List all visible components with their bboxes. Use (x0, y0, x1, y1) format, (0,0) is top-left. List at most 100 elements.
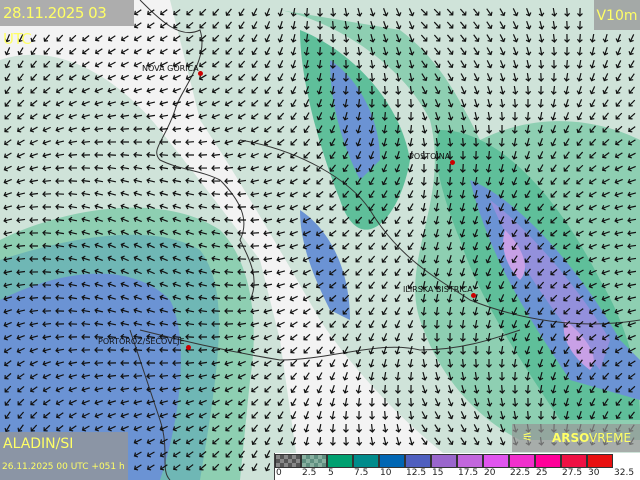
wind-arrow (277, 385, 285, 393)
wind-arrow (355, 216, 363, 224)
wind-arrow (133, 333, 143, 340)
wind-arrow (185, 87, 194, 94)
wind-arrow (146, 255, 155, 262)
wind-arrow (276, 243, 286, 250)
wind-arrow (395, 85, 402, 95)
wind-arrow (525, 8, 532, 17)
wind-arrow (563, 85, 570, 95)
wind-arrow (407, 137, 414, 147)
wind-arrow (563, 217, 571, 224)
wind-arrow (290, 112, 297, 120)
wind-arrow (589, 165, 597, 172)
wind-arrow (263, 204, 273, 211)
wind-arrow (55, 294, 65, 301)
wind-arrow (433, 241, 440, 251)
wind-arrow (42, 229, 52, 236)
wind-arrow (43, 412, 51, 419)
wind-arrow (290, 33, 297, 43)
wind-arrow (460, 384, 467, 394)
wind-arrow (185, 126, 195, 133)
wind-arrow (199, 451, 207, 458)
wind-arrow (421, 163, 427, 173)
wind-arrow (198, 177, 208, 184)
wind-arrow (407, 371, 414, 381)
wind-arrow (589, 73, 596, 82)
satellite-dish-icon: ⚟ (522, 430, 533, 444)
wind-arrow (525, 72, 532, 82)
wind-arrow (212, 8, 220, 16)
wind-arrow (237, 334, 247, 341)
wind-arrow (55, 347, 65, 354)
wind-arrow (290, 125, 298, 133)
wind-arrow (473, 424, 480, 433)
city-marker (450, 160, 455, 165)
wind-arrow (447, 332, 453, 342)
wind-arrow (614, 204, 623, 211)
legend-swatch (353, 454, 379, 468)
wind-arrow (264, 86, 271, 94)
wind-arrow (94, 74, 103, 81)
wind-arrow (316, 308, 324, 315)
wind-arrow (576, 385, 583, 394)
wind-arrow (289, 295, 298, 302)
wind-arrow (446, 21, 454, 29)
wind-arrow (172, 255, 181, 262)
wind-arrow (4, 424, 11, 433)
wind-arrow (303, 346, 311, 354)
wind-arrow (537, 190, 544, 198)
wind-arrow (107, 74, 116, 81)
wind-arrow (329, 138, 336, 147)
wind-arrow (133, 100, 143, 107)
wind-arrow (251, 424, 258, 432)
wind-arrow (381, 320, 388, 329)
wind-arrow (342, 125, 349, 134)
wind-arrow (563, 177, 571, 185)
wind-arrow (355, 281, 363, 289)
wind-arrow (316, 333, 324, 341)
wind-arrow (68, 373, 78, 380)
wind-arrow (381, 124, 388, 134)
wind-arrow (498, 163, 505, 173)
wind-arrow (368, 229, 376, 237)
wind-arrow (550, 294, 558, 302)
wind-arrow (16, 269, 26, 276)
wind-arrow (486, 124, 493, 134)
wind-arrow (369, 72, 376, 82)
wind-arrow (602, 47, 609, 56)
wind-arrow (486, 424, 493, 433)
wind-arrow (627, 152, 636, 159)
wind-arrow (602, 398, 609, 407)
wind-arrow (251, 21, 258, 30)
wind-arrow (29, 230, 39, 236)
wind-arrow (563, 164, 571, 172)
wind-arrow (263, 191, 273, 198)
wind-arrow (94, 113, 104, 120)
wind-arrow (264, 411, 271, 419)
wind-arrow (499, 98, 506, 108)
wind-arrow (224, 165, 234, 172)
wind-arrow (498, 203, 505, 212)
wind-arrow (369, 8, 376, 17)
wind-arrow (55, 126, 64, 133)
wind-arrow (290, 437, 297, 446)
wind-arrow (211, 373, 220, 380)
wind-arrow (434, 86, 441, 95)
wind-arrow (303, 359, 311, 367)
wind-arrow (120, 203, 129, 210)
wind-arrow (211, 165, 221, 172)
wind-arrow (407, 320, 414, 329)
wind-arrow (447, 150, 454, 160)
wind-arrow (29, 295, 39, 302)
wind-arrow (576, 372, 583, 381)
wind-arrow (576, 33, 583, 43)
wind-arrow (316, 423, 323, 433)
wind-arrow (551, 20, 558, 30)
wind-arrow (276, 347, 285, 354)
wind-arrow (342, 203, 350, 211)
wind-arrow (563, 397, 570, 407)
wind-arrow (120, 425, 129, 432)
wind-arrow (55, 242, 65, 249)
wind-arrow (81, 74, 90, 81)
wind-arrow (237, 191, 247, 198)
wind-arrow (224, 178, 234, 185)
